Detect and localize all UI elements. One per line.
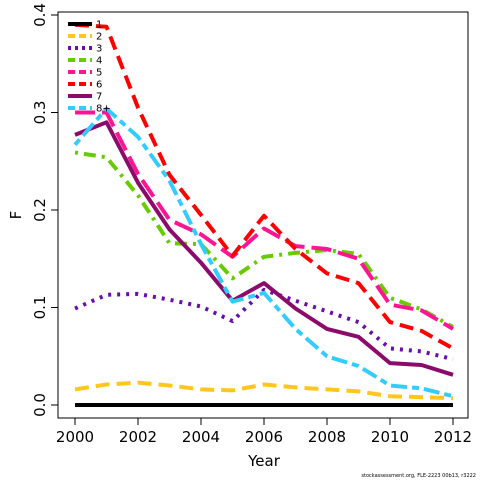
chart-caption: stockassessment.org, FLE-2223 00b13, r32… <box>361 473 476 479</box>
series-line-3 <box>74 287 454 362</box>
legend-label: 4 <box>96 56 102 67</box>
legend-label: 6 <box>96 80 102 91</box>
legend-label: 2 <box>96 32 102 43</box>
y-tick-label: 0.1 <box>31 296 49 320</box>
series-line-4 <box>74 150 454 329</box>
legend-label: 8+ <box>96 104 111 115</box>
x-tick-label: 2002 <box>119 428 157 446</box>
series-layer <box>73 22 455 407</box>
x-axis: 2000 2002 2004 2006 2008 2010 2012 <box>56 418 472 446</box>
series-line-8plus <box>73 106 454 399</box>
legend-label: 1 <box>96 20 102 31</box>
legend-label: 7 <box>96 92 102 103</box>
y-axis-title: F <box>7 211 25 220</box>
legend-label: 3 <box>96 44 102 55</box>
series-line-6 <box>74 22 454 351</box>
y-tick-label: 0.3 <box>31 101 49 125</box>
y-axis: 0.0 0.1 0.2 0.3 0.4 <box>31 3 58 417</box>
x-tick-label: 2010 <box>371 428 409 446</box>
x-tick-label: 2012 <box>434 428 472 446</box>
y-tick-label: 0.2 <box>31 198 49 222</box>
x-axis-title: Year <box>247 452 281 470</box>
x-tick-label: 2006 <box>245 428 283 446</box>
legend-label: 5 <box>96 68 102 79</box>
y-tick-label: 0.0 <box>31 393 49 417</box>
x-tick-label: 2000 <box>56 428 94 446</box>
y-tick-label: 0.4 <box>31 3 49 27</box>
x-tick-label: 2008 <box>308 428 346 446</box>
x-tick-label: 2004 <box>182 428 220 446</box>
series-line-7 <box>74 120 454 377</box>
plot-frame <box>57 11 469 419</box>
series-line-2 <box>74 380 454 401</box>
series-line-5 <box>75 110 455 331</box>
